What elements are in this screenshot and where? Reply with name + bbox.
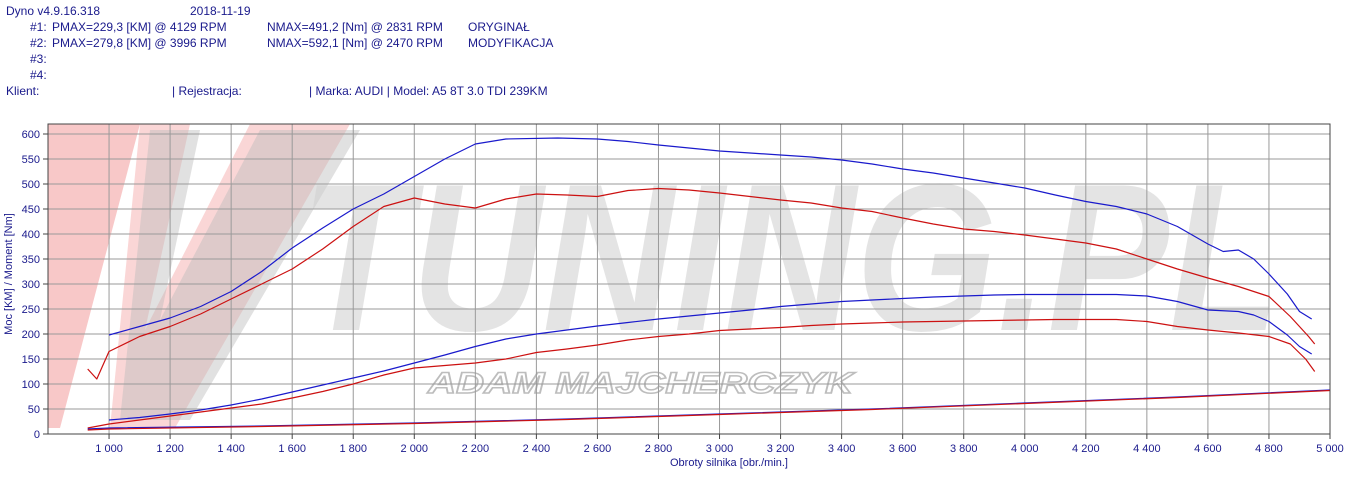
- x-tick-label: 1 200: [156, 443, 184, 455]
- x-tick-label: 3 600: [889, 443, 917, 455]
- x-tick-label: 1 600: [278, 443, 306, 455]
- y-tick-label: 500: [22, 179, 40, 191]
- x-tick-label: 4 200: [1072, 443, 1100, 455]
- y-tick-label: 50: [28, 404, 40, 416]
- x-tick-label: 3 000: [706, 443, 734, 455]
- y-tick-label: 250: [22, 304, 40, 316]
- x-tick-label: 4 000: [1011, 443, 1039, 455]
- x-tick-label: 4 600: [1194, 443, 1222, 455]
- y-tick-label: 150: [22, 354, 40, 366]
- chart-series: [87, 137, 1331, 431]
- y-tick-label: 400: [22, 229, 40, 241]
- watermark-grey-v: [120, 130, 360, 420]
- y-tick-label: 450: [22, 204, 40, 216]
- x-tick-label: 4 800: [1255, 443, 1283, 455]
- x-axis-label: Obroty silnika [obr./min.]: [670, 457, 788, 469]
- x-tick-label: 5 000: [1316, 443, 1344, 455]
- registration-label: | Rejestracja:: [172, 84, 242, 98]
- chart-ticks: 1 000 1 200 1 400 1 600 1 800 2 000 2 200 2 400…: [22, 129, 1344, 455]
- plot-frame: [47, 123, 1331, 435]
- run1-id: #1:: [30, 20, 47, 34]
- run2-nmax: NMAX=592,1 [Nm] @ 2470 RPM: [267, 36, 443, 50]
- y-tick-label: 550: [22, 154, 40, 166]
- run1-pmax: PMAX=229,3 [KM] @ 4129 RPM: [52, 20, 227, 34]
- x-tick-label: 2 600: [584, 443, 612, 455]
- run2-id: #2:: [30, 36, 47, 50]
- y-tick-label: 100: [22, 379, 40, 391]
- series-line-0: [87, 187, 1316, 380]
- x-tick-label: 3 800: [950, 443, 978, 455]
- series-line-2: [87, 318, 1316, 429]
- series-line-1: [108, 137, 1313, 336]
- watermark-red-band: [48, 124, 140, 428]
- x-tick-label: 2 800: [645, 443, 673, 455]
- series-line-5: [87, 389, 1331, 431]
- run3-id: #3:: [30, 52, 47, 66]
- x-tick-label: 2 400: [523, 443, 551, 455]
- x-tick-label: 3 200: [767, 443, 795, 455]
- x-tick-label: 2 200: [462, 443, 490, 455]
- run4-id: #4:: [30, 68, 47, 82]
- run2-label: MODYFIKACJA: [468, 36, 554, 50]
- x-tick-label: 1 000: [95, 443, 123, 455]
- x-tick-label: 2 000: [401, 443, 429, 455]
- x-tick-label: 1 400: [217, 443, 245, 455]
- y-tick-label: 350: [22, 254, 40, 266]
- y-tick-label: 0: [34, 429, 40, 441]
- y-tick-label: 200: [22, 329, 40, 341]
- tuning-watermark: TUNING.PL ADAM MAJCHERCZYK: [48, 124, 1280, 428]
- app-version: Dyno v4.9.16.318: [6, 4, 101, 18]
- run1-nmax: NMAX=491,2 [Nm] @ 2831 RPM: [267, 20, 443, 34]
- x-tick-label: 4 400: [1133, 443, 1161, 455]
- run1-label: ORYGINAŁ: [468, 20, 530, 34]
- vehicle-info: | Marka: AUDI | Model: A5 8T 3.0 TDI 239…: [309, 84, 548, 98]
- series-line-3: [108, 293, 1313, 421]
- y-tick-label: 600: [22, 129, 40, 141]
- watermark-logo-text: TUNING.PL: [300, 140, 1280, 375]
- y-tick-label: 300: [22, 279, 40, 291]
- test-date: 2018-11-19: [190, 4, 251, 18]
- y-axis-label: Moc [KM] / Moment [Nm]: [3, 213, 15, 335]
- run2-pmax: PMAX=279,8 [KM] @ 3996 RPM: [52, 36, 227, 50]
- x-tick-label: 1 800: [339, 443, 367, 455]
- x-tick-label: 3 400: [828, 443, 856, 455]
- client-label: Klient:: [6, 84, 40, 98]
